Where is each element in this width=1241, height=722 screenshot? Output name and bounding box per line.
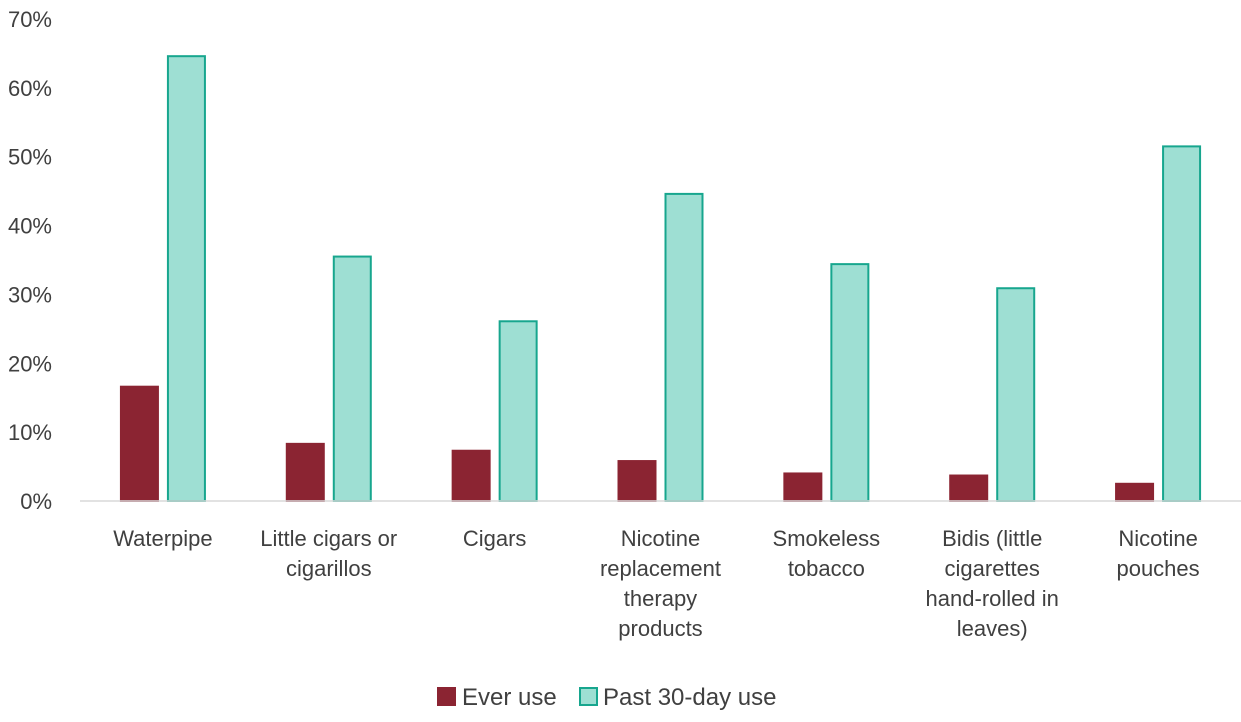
x-tick-label-line: cigarillos [286,556,372,581]
y-tick-label: 0% [20,489,52,514]
x-tick-label-line: tobacco [788,556,865,581]
legend-swatch-ever-use [437,687,456,706]
y-axis: 0% 10% 20% 30% 40% 50% 60% 70% [8,7,52,514]
y-tick-label: 10% [8,420,52,445]
bar-past-30-day-use [332,255,372,502]
x-tick-label: Little cigars or cigarillos [260,526,397,581]
x-tick-label-line: Waterpipe [113,526,212,551]
bar-past-30-day-use [664,192,704,502]
x-tick-label-line: cigarettes [945,556,1040,581]
bar-ever-use [119,385,159,502]
bar-ever-use [949,474,989,502]
y-tick-label: 50% [8,145,52,170]
x-tick-label-line: therapy [624,586,697,611]
legend-label-ever-use: Ever use [462,684,557,711]
x-tick-label-line: pouches [1116,556,1199,581]
bar-ever-use [1115,482,1155,502]
bars [119,55,1202,503]
bar-ever-use [451,449,491,502]
x-tick-label-line: replacement [600,556,721,581]
bar-past-30-day-use [166,55,206,502]
x-tick-label: Waterpipe [113,526,212,551]
x-tick-label: Cigars [463,526,527,551]
bar-past-30-day-use [1162,145,1202,502]
x-tick-label-line: Smokeless [773,526,881,551]
bar-ever-use [617,460,657,503]
x-tick-label: Smokeless tobacco [773,526,881,581]
legend-label-past-30-day-use: Past 30-day use [603,684,776,711]
y-tick-label: 70% [8,7,52,32]
y-tick-label: 20% [8,351,52,376]
bar-past-30-day-use [996,287,1036,502]
x-tick-label: Bidis (little cigarettes hand-rolled in lea… [926,526,1059,641]
x-tick-label-line: Nicotine [621,526,700,551]
x-tick-label-line: Cigars [463,526,527,551]
x-tick-label: Nicotine replacement therapy products [600,526,721,641]
legend-swatch-past-30-day-use [579,687,598,706]
bar-ever-use [783,472,823,503]
bar-past-30-day-use [830,263,870,503]
x-tick-label-line: Nicotine [1118,526,1197,551]
x-tick-label-line: Little cigars or [260,526,397,551]
y-tick-label: 60% [8,76,52,101]
x-tick-label-line: hand-rolled in [926,586,1059,611]
bar-ever-use [285,442,325,502]
bar-past-30-day-use [498,320,538,503]
x-tick-label: Nicotine pouches [1116,526,1199,581]
legend: Ever use Past 30-day use [437,684,776,711]
x-tick-label-line: leaves) [957,616,1028,641]
x-tick-label-line: products [618,616,702,641]
x-tick-label-line: Bidis (little [942,526,1042,551]
y-tick-label: 30% [8,282,52,307]
x-axis: Waterpipe Little cigars or cigarillos Cigar… [113,526,1199,641]
y-tick-label: 40% [8,214,52,239]
